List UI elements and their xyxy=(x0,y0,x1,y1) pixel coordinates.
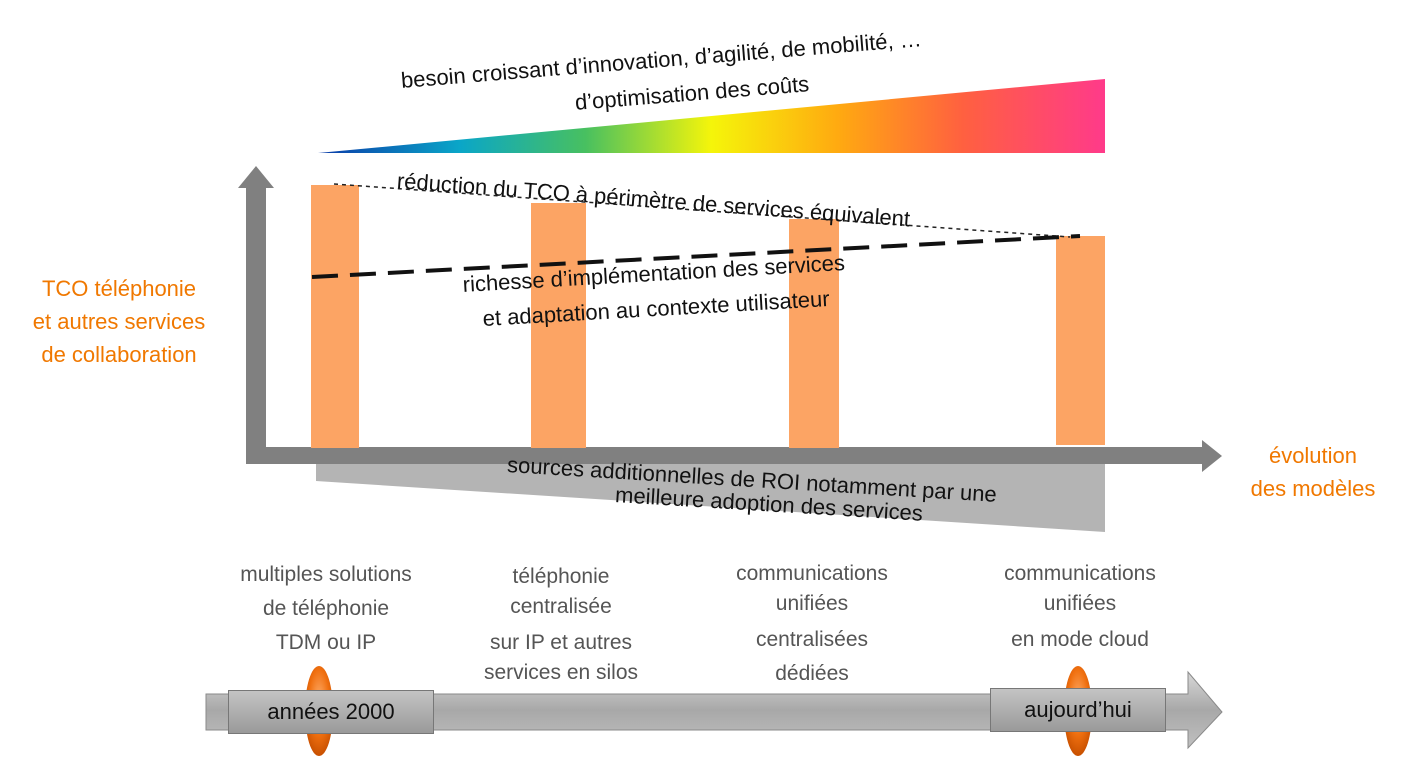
innovation-gradient-wedge xyxy=(318,79,1105,153)
tco-bar-3 xyxy=(789,219,839,448)
y-axis-title: TCO téléphonie et autres services de col… xyxy=(32,276,206,367)
x-axis-line xyxy=(246,447,1204,464)
x-axis-arrowhead xyxy=(1202,440,1222,472)
stage-3-description: communications unifiées centralisées déd… xyxy=(736,562,888,685)
timeline-end-label: aujourd’hui xyxy=(990,688,1166,732)
y-axis-arrowhead xyxy=(238,166,274,188)
timeline-start-label: années 2000 xyxy=(228,690,434,734)
stage-1-description: multiples solutions de téléphonie TDM ou… xyxy=(240,563,412,654)
x-axis-title: évolution des modèles xyxy=(1250,443,1376,501)
tco-bar-1 xyxy=(311,185,359,448)
richness-line xyxy=(311,234,1081,279)
y-axis-line xyxy=(246,186,266,461)
tco-bar-2 xyxy=(531,203,586,448)
stage-2-description: téléphonie centralisée sur IP et autres … xyxy=(483,565,639,684)
tco-bar-4 xyxy=(1056,236,1105,445)
roi-wedge xyxy=(316,460,1105,532)
stage-4-description: communications unifiées en mode cloud xyxy=(1004,562,1156,651)
tco-reduction-line xyxy=(333,183,1071,238)
